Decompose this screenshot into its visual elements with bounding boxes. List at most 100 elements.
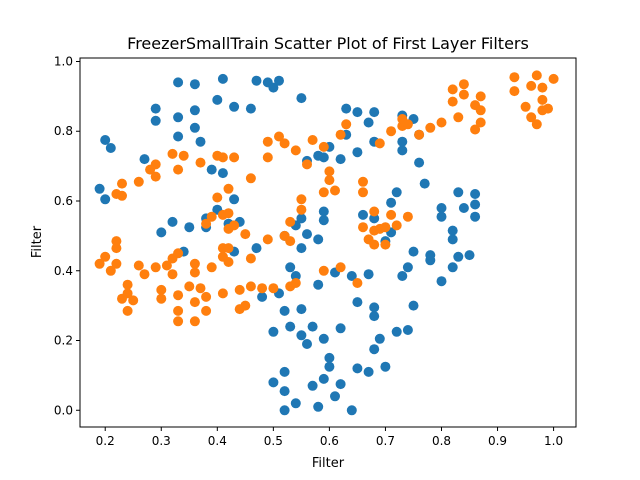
series-2-point-132 [537, 82, 548, 93]
series-2-point-6 [111, 236, 122, 247]
series-1-point-102 [391, 187, 402, 198]
series-1-point-64 [313, 279, 324, 290]
series-2-point-74 [279, 138, 290, 149]
series-2-point-35 [189, 297, 200, 308]
series-2-point-22 [156, 284, 167, 295]
series-1-point-93 [369, 311, 380, 322]
series-1-point-55 [296, 213, 307, 224]
series-2-point-21 [150, 262, 161, 273]
series-2-point-89 [330, 185, 340, 196]
series-2-point-118 [458, 89, 469, 100]
series-2-point-94 [358, 176, 368, 187]
series-1-point-23 [212, 94, 223, 105]
series-1-point-31 [245, 103, 256, 114]
series-1-point-71 [324, 361, 335, 372]
y-axis-label: Filter [30, 225, 45, 258]
series-2-point-29 [173, 248, 184, 259]
series-1-point-63 [313, 234, 324, 245]
series-1-point-88 [363, 269, 374, 280]
series-2-point-87 [324, 166, 335, 177]
series-1-point-59 [307, 321, 318, 332]
series-2-point-36 [189, 316, 200, 327]
series-1-point-119 [436, 211, 447, 222]
series-1-point-85 [352, 363, 363, 374]
series-2-point-17 [139, 269, 150, 280]
series-2-point-20 [150, 171, 161, 182]
series-2-point-46 [212, 192, 223, 203]
series-2-point-85 [318, 187, 329, 198]
series-2-point-64 [245, 281, 256, 292]
series-2-point-26 [167, 269, 178, 280]
series-2-point-121 [470, 124, 481, 135]
series-1-point-68 [318, 215, 329, 226]
series-2-point-15 [133, 260, 144, 271]
points-layer [94, 70, 559, 416]
series-2-point-114 [436, 117, 447, 128]
series-1-point-108 [402, 262, 413, 273]
series-2-point-88 [324, 175, 335, 186]
series-2-point-59 [229, 152, 240, 163]
series-1-point-106 [397, 271, 408, 281]
series-1-point-47 [285, 262, 296, 273]
series-1-point-101 [391, 326, 402, 337]
series-2-point-3 [105, 265, 116, 276]
series-1-point-4 [105, 143, 116, 153]
series-1-point-2 [100, 194, 111, 205]
series-1-point-45 [279, 405, 290, 416]
series-1-point-27 [229, 101, 240, 112]
series-2-point-70 [262, 136, 273, 147]
series-2-point-78 [290, 278, 301, 288]
series-2-point-24 [161, 260, 172, 271]
series-1-point-125 [458, 203, 469, 213]
series-1-point-98 [380, 361, 391, 372]
series-2-point-130 [531, 119, 542, 130]
series-2-point-53 [223, 257, 234, 267]
series-2-point-84 [318, 265, 329, 276]
series-2-point-91 [335, 129, 346, 140]
series-2-point-37 [189, 267, 200, 278]
series-2-point-107 [391, 220, 402, 231]
y-tick-label-4: 0.6 [54, 194, 73, 208]
series-1-point-107 [402, 325, 413, 335]
series-1-point-66 [318, 373, 329, 384]
series-1-point-67 [318, 152, 329, 163]
series-1-point-92 [369, 344, 380, 355]
series-2-point-5 [111, 243, 122, 254]
series-2-point-68 [262, 234, 273, 245]
series-1-point-109 [408, 246, 419, 257]
series-2-point-51 [217, 288, 228, 299]
series-2-point-55 [223, 183, 234, 194]
series-2-point-57 [223, 208, 234, 219]
x-axis-label: Filter [312, 456, 345, 471]
series-2-point-11 [122, 279, 133, 290]
series-1-point-82 [352, 107, 363, 118]
series-1-point-86 [358, 209, 368, 220]
series-1-point-10 [173, 77, 184, 88]
series-2-point-81 [296, 194, 307, 205]
plot-frame [79, 57, 577, 428]
series-1-point-9 [167, 216, 178, 227]
x-tick-label-9: 1.0 [544, 434, 563, 448]
series-1-point-21 [206, 164, 217, 175]
series-1-point-113 [414, 157, 425, 168]
series-2-point-30 [173, 305, 184, 316]
y-tick-label-2: 0.2 [54, 334, 73, 348]
series-2-point-96 [358, 222, 368, 233]
series-2-point-80 [296, 204, 307, 215]
series-1-point-75 [335, 154, 346, 165]
series-1-point-105 [397, 136, 408, 147]
series-1-point-99 [386, 197, 397, 208]
series-2-point-69 [262, 152, 273, 163]
series-1-point-81 [346, 405, 357, 416]
series-1-point-94 [369, 213, 380, 224]
series-1-point-57 [302, 229, 312, 240]
x-tick-label-4: 0.5 [264, 434, 283, 448]
series-1-point-65 [318, 333, 329, 344]
series-1-point-87 [363, 117, 374, 128]
series-1-point-121 [447, 225, 458, 236]
series-2-point-44 [206, 211, 217, 222]
series-1-point-120 [447, 262, 458, 273]
series-2-point-133 [537, 94, 548, 105]
